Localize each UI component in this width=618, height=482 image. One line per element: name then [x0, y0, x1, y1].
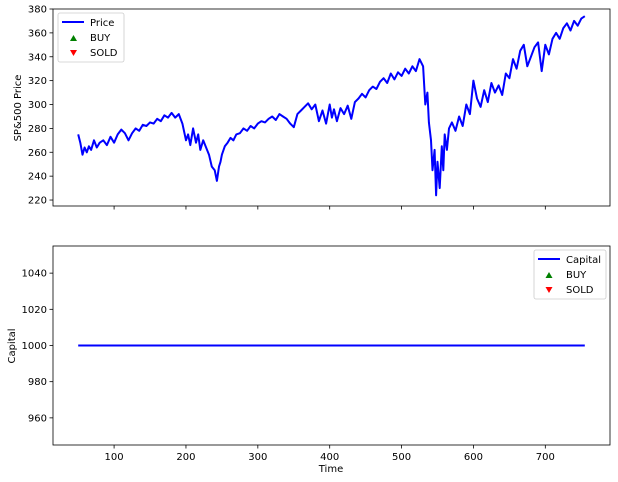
price-series — [77, 15, 586, 197]
capital-x-tick-label: 200 — [176, 452, 195, 463]
capital-legend-box — [533, 249, 607, 300]
capital-y-tick-label: 1040 — [22, 269, 47, 280]
price-y-tick-label: 220 — [28, 196, 47, 207]
capital-x-tick-label: 400 — [320, 452, 339, 463]
capital-y-tick-label: 980 — [28, 377, 47, 388]
x-axis-label: Time — [318, 464, 343, 475]
legend-buy-label: BUY — [566, 270, 587, 281]
price-y-tick-label: 320 — [28, 76, 47, 87]
legend-price-label: Price — [90, 18, 114, 29]
price-y-tick-label: 240 — [28, 172, 47, 183]
price-y-ticks: 220 240 260 280 300 320 340 360 380 — [28, 5, 53, 207]
legend-buy-marker-icon — [545, 272, 553, 278]
price-y-tick-label: 300 — [28, 100, 47, 111]
capital-x-tick-label: 100 — [105, 452, 124, 463]
legend-sold-label: SOLD — [90, 48, 118, 59]
price-y-tick-label: 260 — [28, 148, 47, 159]
capital-x-tick-label: 700 — [536, 452, 555, 463]
capital-x-ticks: 100 200 300 400 500 600 700 — [105, 445, 555, 463]
capital-x-tick-label: 300 — [248, 452, 267, 463]
legend-buy-label: BUY — [90, 33, 111, 44]
legend-sold-marker-icon — [70, 50, 77, 56]
price-legend: Price BUY SOLD — [57, 12, 125, 63]
capital-y-tick-label: 1000 — [22, 341, 47, 352]
price-x-ticks — [113, 206, 546, 210]
price-axes: 220 240 260 280 300 320 340 360 380 SP&500 Price… — [13, 5, 611, 210]
capital-y-tick-label: 1020 — [22, 305, 47, 316]
capital-legend: Capital BUY SOLD — [533, 249, 607, 300]
legend-buy-marker-icon — [70, 35, 77, 41]
capital-y-ticks: 960 980 1000 1020 1040 — [22, 269, 53, 424]
price-y-tick-label: 360 — [28, 28, 47, 39]
price-y-tick-label: 280 — [28, 124, 47, 135]
capital-y-tick-label: 960 — [28, 413, 47, 424]
capital-x-tick-label: 500 — [392, 452, 411, 463]
price-y-axis-label: SP&500 Price — [13, 75, 24, 142]
price-y-tick-label: 380 — [28, 5, 47, 16]
capital-y-axis-label: Capital — [7, 328, 18, 363]
price-y-tick-label: 340 — [28, 52, 47, 63]
legend-sold-label: SOLD — [566, 285, 594, 296]
price-plot-frame — [52, 8, 611, 207]
price-series-line — [77, 15, 586, 197]
legend-sold-marker-icon — [545, 287, 553, 293]
legend-capital-label: Capital — [566, 255, 601, 266]
capital-x-tick-label: 600 — [464, 452, 483, 463]
capital-axes: 960 980 1000 1020 1040 100 200 300 400 500 600 700… — [7, 245, 611, 475]
price-legend-box — [57, 12, 125, 63]
